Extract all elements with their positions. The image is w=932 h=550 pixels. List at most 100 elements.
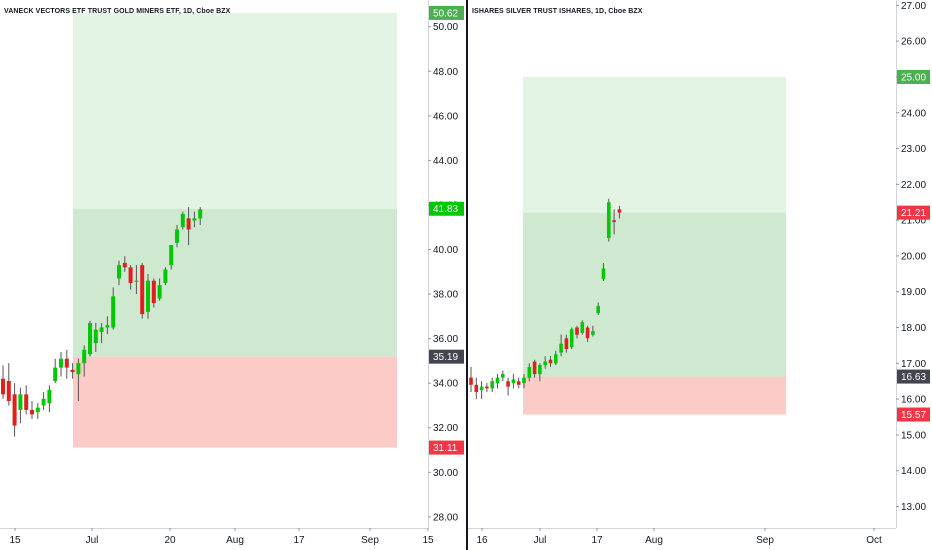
- candle: [24, 385, 29, 415]
- price-label-bg: [897, 205, 930, 220]
- candle-body: [559, 343, 563, 353]
- candle: [30, 401, 34, 419]
- candle: [591, 325, 595, 337]
- candle-body: [35, 407, 40, 413]
- candle-body: [99, 327, 104, 332]
- candle: [70, 363, 75, 379]
- candle: [53, 358, 58, 384]
- price-label-text: 31.11: [433, 443, 458, 454]
- candle-body: [516, 381, 521, 385]
- candle-body: [511, 379, 516, 384]
- candle: [527, 363, 532, 382]
- candle-body: [548, 359, 553, 364]
- candle-body: [82, 349, 87, 364]
- candle: [140, 262, 145, 319]
- price-tick-label: 28.00: [433, 512, 458, 523]
- price-label-text: 16.63: [901, 372, 926, 383]
- candle: [192, 211, 197, 228]
- price-label-slv: 25.00: [897, 69, 930, 84]
- candle-body: [506, 381, 510, 387]
- price-tick-label: 13.00: [901, 502, 926, 513]
- candle-body: [585, 327, 590, 339]
- time-tick-label: 20: [164, 535, 176, 546]
- price-tick-label: 48.00: [433, 67, 458, 78]
- price-chart-slv[interactable]: 27.00 26.00 25.00 24.00 23.00 22.00 21.00 20.00…: [468, 0, 932, 550]
- chart-pane-gdx[interactable]: 50.0048.0046.0044.0042.0040.0038.0036.00…: [0, 0, 466, 550]
- price-label-text: 15.57: [901, 410, 926, 421]
- profit-zone-gdx: [73, 12, 397, 209]
- candle-body: [88, 323, 92, 355]
- candle-body: [1, 378, 5, 395]
- pane-divider[interactable]: [466, 0, 468, 550]
- candle: [548, 356, 553, 367]
- price-label-bg: [429, 201, 464, 216]
- candle-body: [157, 285, 162, 299]
- candle: [490, 377, 494, 392]
- candle: [18, 387, 23, 424]
- candle-body: [479, 386, 484, 391]
- loss-zone-gdx: [73, 356, 397, 448]
- price-tick-label: 14.00: [901, 466, 926, 477]
- candle-body: [180, 213, 185, 228]
- time-tick-label: Jul: [534, 535, 547, 546]
- candle: [607, 198, 611, 242]
- time-tick-label: Jul: [86, 535, 99, 546]
- candle: [12, 383, 17, 437]
- price-tick-label: 40.00: [433, 245, 458, 256]
- candle: [617, 205, 622, 219]
- price-label-bg: [897, 407, 930, 422]
- candle-body: [151, 280, 156, 303]
- price-tick-label: 16.00: [901, 395, 926, 406]
- chart-pane-slv[interactable]: 27.00 26.00 25.00 24.00 23.00 22.00 21.00 20.00…: [468, 0, 932, 550]
- candle-body: [617, 209, 622, 213]
- candle-body: [24, 394, 29, 410]
- candle: [186, 207, 191, 246]
- candle-body: [111, 296, 116, 328]
- candle: [35, 403, 40, 419]
- price-tick-label: 26.00: [901, 37, 926, 48]
- candle-body: [64, 358, 69, 368]
- candle-body: [607, 202, 611, 239]
- price-tick-label: 24.00: [901, 108, 926, 119]
- candle: [151, 278, 156, 308]
- profit-zone-slv: [523, 76, 786, 213]
- price-chart-gdx[interactable]: 50.0048.0046.0044.0042.0040.0038.0036.00…: [0, 0, 466, 550]
- price-tick-label: 15.00: [901, 430, 926, 441]
- price-label-gdx: 41.83: [429, 201, 464, 216]
- candle: [585, 325, 590, 342]
- candle-body: [140, 265, 145, 315]
- candle: [516, 377, 521, 389]
- candle: [543, 356, 547, 369]
- candle: [538, 363, 542, 382]
- time-tick-label: 16: [476, 535, 488, 546]
- loss-zone-slv: [523, 376, 786, 415]
- candle-body: [569, 329, 574, 348]
- candle: [134, 265, 139, 295]
- candle-body: [163, 269, 168, 283]
- price-label-gdx: 50.62: [429, 5, 464, 20]
- time-tick-label: Sep: [361, 535, 379, 546]
- candle: [601, 263, 606, 282]
- candle: [180, 211, 185, 230]
- price-label-bg: [429, 5, 464, 20]
- candle: [474, 377, 479, 400]
- candle: [163, 267, 168, 286]
- candle-body: [76, 363, 81, 375]
- price-tick-label: 38.00: [433, 290, 458, 301]
- candle-body: [175, 229, 179, 243]
- candle: [111, 287, 116, 330]
- time-tick-label: 15: [9, 535, 21, 546]
- candle: [596, 302, 600, 316]
- candle: [64, 349, 69, 379]
- candle: [99, 323, 104, 344]
- price-tick-label: 27.00: [901, 1, 926, 12]
- price-label-slv: 16.63: [897, 369, 930, 384]
- price-tick-label: 18.00: [901, 323, 926, 334]
- time-tick-label: Oct: [866, 535, 882, 546]
- candle-body: [575, 327, 579, 335]
- time-tick-label: 15: [422, 535, 434, 546]
- candle-body: [47, 389, 52, 404]
- candle-body: [186, 218, 191, 230]
- candle-body: [601, 268, 606, 280]
- price-label-bg: [897, 69, 930, 84]
